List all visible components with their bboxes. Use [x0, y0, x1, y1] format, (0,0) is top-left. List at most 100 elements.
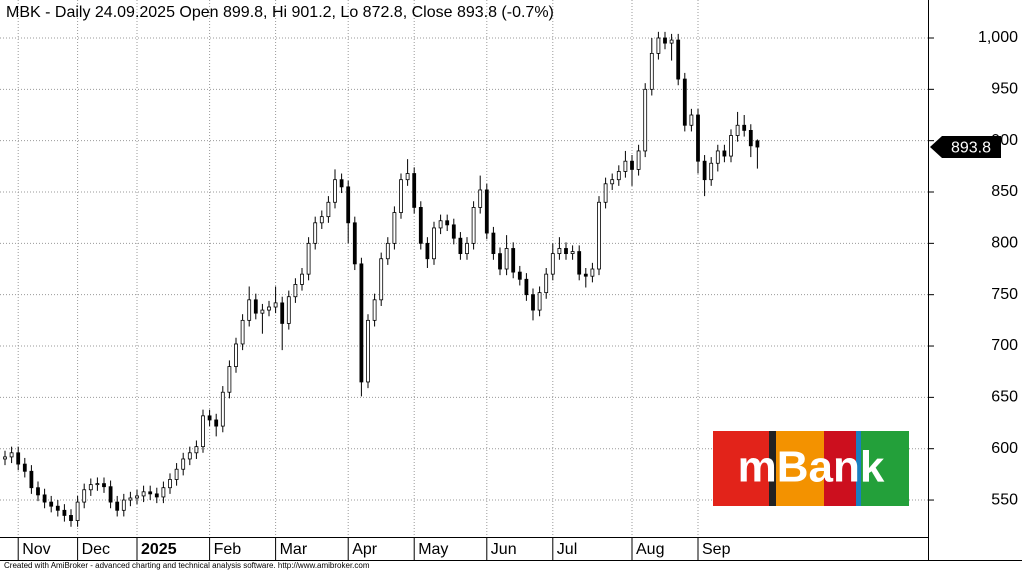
candle-body — [517, 271, 522, 280]
candle-body — [702, 160, 707, 181]
candle-body — [187, 452, 192, 460]
candle-body — [3, 456, 7, 460]
candle-body — [504, 248, 509, 270]
candle-body — [696, 114, 700, 162]
logo-text: mBank — [738, 443, 885, 492]
y-tick-label: 1,000 — [978, 29, 1018, 46]
candle-body — [42, 494, 47, 503]
candle-body — [583, 273, 588, 277]
candle-body — [174, 468, 179, 480]
candle-body — [313, 222, 318, 244]
candle-body — [69, 515, 73, 521]
candle-body — [181, 458, 186, 470]
logo-stripe — [861, 431, 909, 506]
candle-body — [524, 278, 529, 296]
candle-body — [656, 37, 661, 54]
candle-body — [273, 302, 278, 308]
y-tick-label: 700 — [991, 337, 1018, 354]
x-tick-label: Apr — [352, 541, 378, 558]
candle-body — [445, 220, 450, 226]
candle-body — [95, 483, 100, 486]
candle-body — [564, 248, 568, 255]
candle-body — [399, 179, 403, 213]
y-tick-label: 600 — [991, 440, 1018, 457]
candle-body — [682, 78, 687, 126]
candle-body — [319, 216, 324, 224]
chart-title: MBK - Daily 24.09.2025 Open 899.8, Hi 90… — [6, 4, 554, 21]
candle-body — [531, 294, 535, 311]
x-tick-label: Sep — [702, 541, 731, 558]
candle-body — [636, 150, 641, 170]
candle-body — [326, 201, 331, 218]
candle-body — [346, 186, 351, 224]
x-tick-label: Dec — [82, 541, 110, 558]
candle-body — [88, 484, 93, 491]
candle-body — [412, 173, 417, 208]
candle-body — [577, 251, 582, 275]
candle-body — [247, 299, 252, 321]
candle-body — [689, 114, 694, 126]
candle-body — [161, 487, 166, 498]
candle-body — [227, 366, 232, 393]
y-tick-label: 750 — [991, 286, 1018, 303]
candle-body — [154, 493, 159, 498]
candle-body — [610, 179, 615, 185]
candle-body — [557, 248, 562, 255]
x-tick-label: Nov — [22, 541, 50, 558]
candle-body — [82, 489, 87, 503]
candle-body — [643, 88, 648, 152]
logo: mBank — [713, 431, 909, 506]
candle-body — [748, 129, 753, 147]
candle-body — [55, 505, 60, 511]
logo-stripe — [713, 431, 769, 506]
candle-body — [544, 273, 549, 294]
candle-body — [649, 52, 654, 90]
y-tick-label: 800 — [991, 235, 1018, 252]
candle-body — [306, 242, 311, 275]
x-tick-label: Aug — [636, 541, 664, 558]
logo-stripe — [769, 431, 776, 506]
candle-body — [570, 251, 575, 255]
candle-body — [451, 224, 456, 239]
candle-body — [755, 140, 760, 148]
candle-body — [537, 292, 542, 311]
y-tick-label: 850 — [991, 183, 1018, 200]
footer: Created with AmiBroker - advanced charti… — [4, 561, 370, 570]
candle-body — [286, 296, 291, 324]
candle-body — [352, 222, 357, 265]
logo-stripe — [856, 431, 861, 506]
candle-body — [623, 160, 628, 172]
candle-body — [722, 150, 727, 157]
candle-body — [194, 446, 199, 454]
x-tick-label: May — [418, 541, 448, 558]
candle-body — [432, 227, 436, 260]
candle-body — [418, 207, 423, 244]
price-marker-label: 893.8 — [951, 139, 991, 156]
logo-stripe — [776, 431, 824, 506]
x-tick-label: Mar — [280, 541, 308, 558]
candle-body — [438, 220, 443, 229]
candle-body — [128, 497, 133, 501]
candle-body — [75, 501, 80, 521]
y-tick-label: 650 — [991, 389, 1018, 406]
candle-body — [676, 39, 681, 80]
candle-body — [366, 319, 370, 383]
candle-body — [742, 124, 747, 131]
candle-body — [729, 135, 733, 157]
logo-stripe — [824, 431, 856, 506]
candle-body — [498, 253, 502, 270]
candles — [3, 31, 760, 527]
candle-body — [22, 463, 27, 472]
x-tick-label: Feb — [214, 541, 242, 558]
candle-body — [616, 171, 621, 181]
candle-body — [240, 319, 245, 345]
candle-body — [62, 509, 67, 516]
x-tick-label: 2025 — [141, 541, 177, 558]
candle-body — [201, 415, 205, 448]
candle-body — [715, 150, 720, 164]
candle-body — [630, 160, 634, 170]
candle-body — [234, 343, 238, 367]
candle-body — [405, 173, 410, 181]
price-marker — [930, 136, 1001, 159]
